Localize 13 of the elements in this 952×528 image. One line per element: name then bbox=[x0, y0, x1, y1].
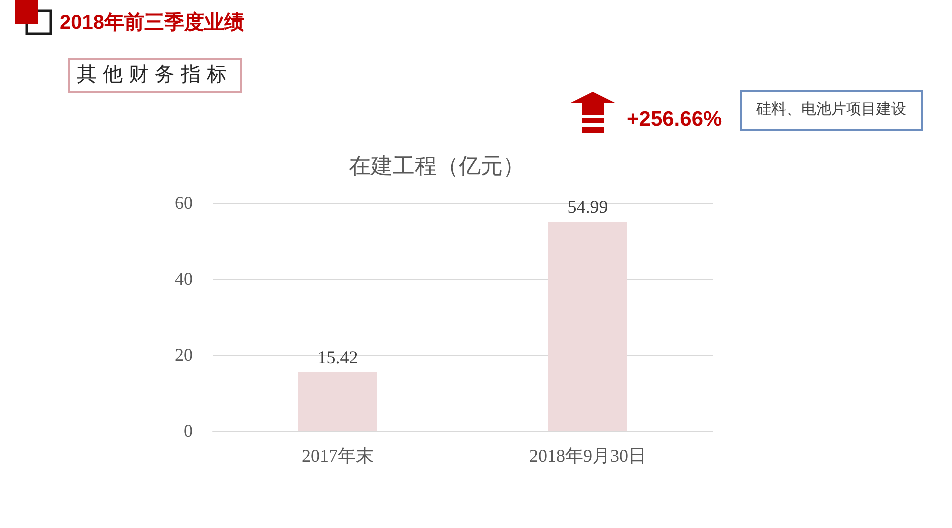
text: 2018年前三季度业绩 bbox=[60, 10, 244, 36]
y-tick-label: 40 bbox=[175, 269, 193, 289]
text: 硅料、电池片项目建设 bbox=[740, 90, 923, 131]
text: +256.66% bbox=[627, 108, 722, 132]
x-tick-label: 2018年9月30日 bbox=[530, 446, 646, 466]
y-tick-label: 0 bbox=[184, 421, 193, 441]
x-tick-label: 2017年末 bbox=[302, 446, 374, 466]
chart-title: 在建工程（亿元） bbox=[349, 154, 525, 178]
data-label: 54.99 bbox=[568, 197, 608, 218]
text: 其他财务指标 bbox=[68, 58, 242, 93]
y-tick-label: 20 bbox=[175, 345, 193, 365]
y-tick-label: 60 bbox=[175, 193, 193, 213]
data-label: 15.42 bbox=[318, 347, 358, 368]
